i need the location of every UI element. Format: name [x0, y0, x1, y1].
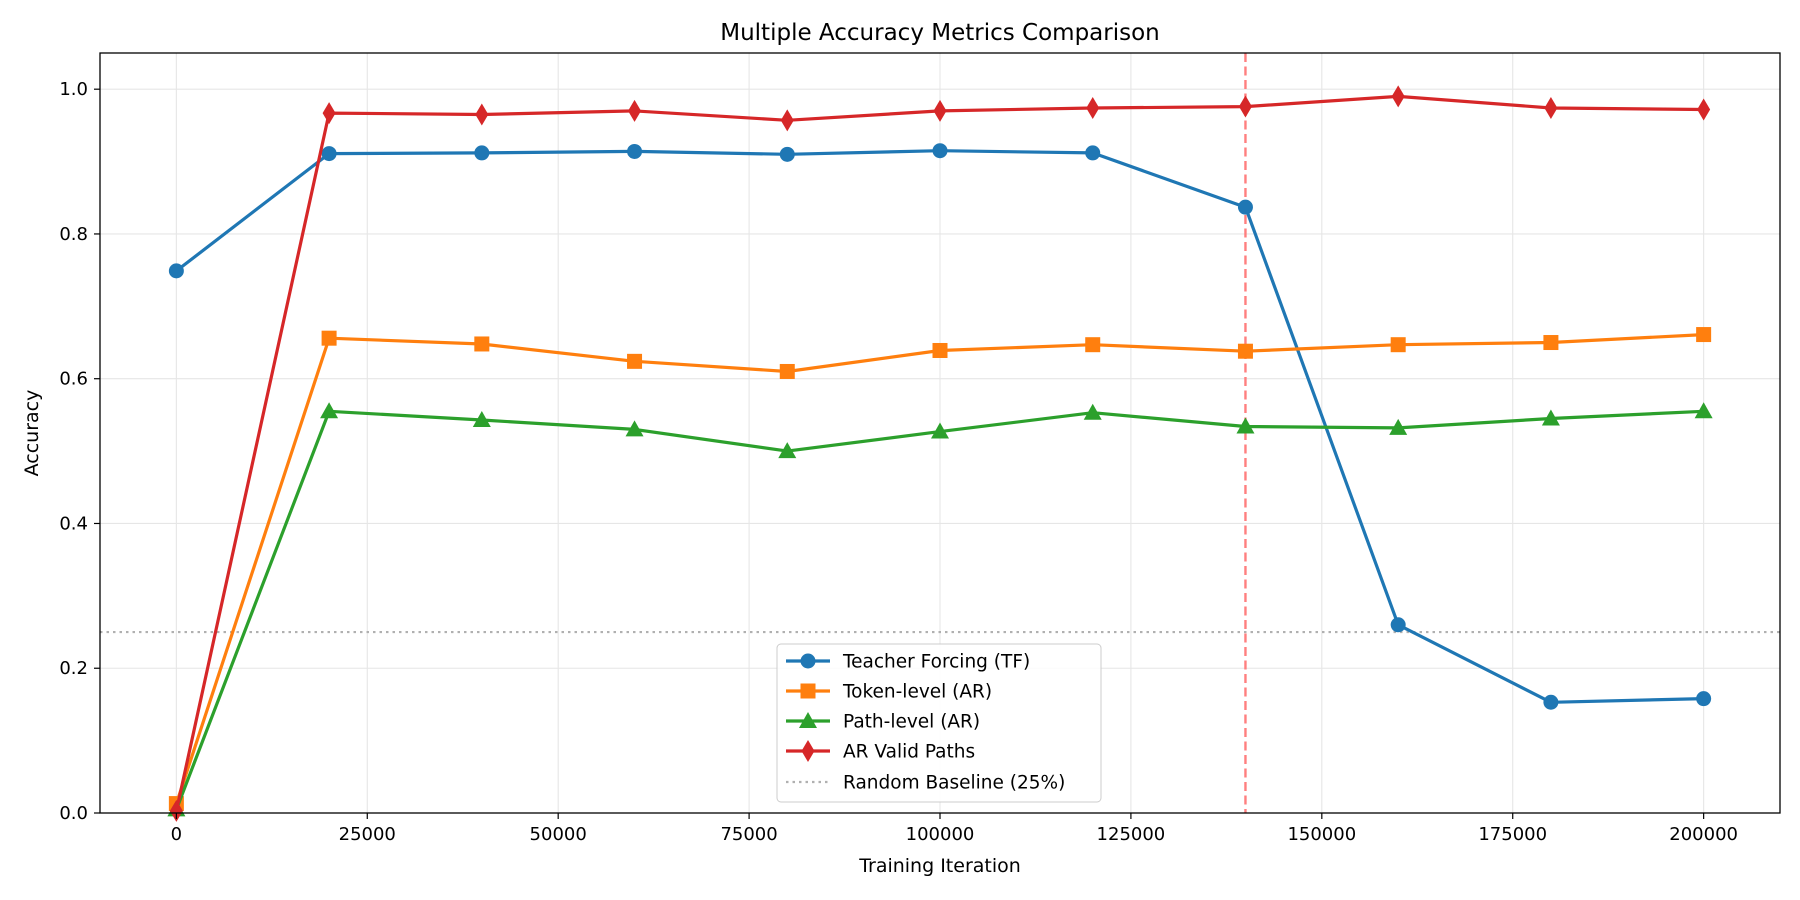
ar-valid-paths-point — [169, 799, 183, 822]
path-level-point — [931, 422, 949, 439]
x-tick-label: 200000 — [1669, 824, 1738, 845]
y-tick-label: 0.0 — [59, 803, 88, 824]
ar-valid-paths-point — [1391, 85, 1405, 108]
path-level-point — [320, 402, 339, 419]
teacher-forcing-point — [474, 145, 490, 161]
teacher-forcing-point — [779, 146, 795, 162]
token-level-point — [627, 353, 643, 369]
x-tick-label: 150000 — [1287, 824, 1356, 845]
y-axis-label: Accuracy — [21, 390, 43, 477]
legend-swatch-marker — [799, 712, 817, 728]
y-tick-label: 1.0 — [59, 79, 88, 100]
legend-swatch-marker — [800, 683, 816, 699]
teacher-forcing-point — [1237, 199, 1253, 215]
token-level-point — [1085, 337, 1101, 353]
legend-label: Teacher Forcing (TF) — [842, 652, 1030, 673]
teacher-forcing-point — [168, 263, 184, 279]
token-level-point — [932, 342, 948, 358]
ar-valid-paths-point — [475, 103, 489, 126]
ar-valid-paths-point — [1697, 98, 1711, 121]
token-level-point — [474, 336, 490, 352]
path-level-point — [472, 410, 491, 427]
teacher-forcing-point — [1390, 617, 1406, 633]
token-level-point — [1543, 335, 1559, 351]
x-tick-label: 50000 — [530, 824, 587, 845]
token-level-point — [1390, 337, 1406, 353]
teacher-forcing-point — [627, 143, 643, 159]
y-tick-label: 0.4 — [59, 513, 88, 534]
path-level-point — [1236, 417, 1255, 434]
ar-valid-paths-point — [322, 102, 336, 125]
legend-label: Random Baseline (25%) — [843, 773, 1065, 794]
legend-swatch-marker — [800, 653, 816, 669]
legend-label: Token-level (AR) — [842, 682, 992, 703]
token-level-point — [779, 363, 795, 379]
teacher-forcing-point — [1543, 694, 1559, 710]
path-level-point — [1694, 402, 1713, 419]
path-level-point — [1541, 409, 1560, 426]
x-axis-label: Training Iteration — [858, 855, 1021, 877]
ar-valid-paths-point — [1086, 97, 1100, 120]
chart-title: Multiple Accuracy Metrics Comparison — [720, 20, 1160, 46]
legend-box — [776, 643, 1102, 803]
x-tick-label: 75000 — [720, 824, 777, 845]
legend-swatch-marker — [801, 740, 815, 762]
x-axis-ticks: 0 25000 50000 75000 100000 125000 150000 175000… — [171, 813, 1738, 845]
teacher-forcing-point — [1085, 145, 1101, 161]
token-level-point — [1696, 327, 1712, 343]
x-tick-label: 125000 — [1097, 824, 1166, 845]
teacher-forcing-point — [932, 143, 948, 159]
path-level-point — [1389, 418, 1408, 435]
path-level-point — [1083, 403, 1102, 420]
y-axis-ticks: 0.0 0.2 0.4 0.6 0.8 1.0 — [59, 79, 100, 824]
x-tick-label: 175000 — [1478, 824, 1547, 845]
ar-valid-paths-point — [1238, 95, 1252, 118]
legend-label: AR Valid Paths — [843, 742, 975, 763]
legend-label: Path-level (AR) — [843, 712, 980, 733]
teacher-forcing-point — [1696, 691, 1712, 707]
x-tick-label: 0 — [171, 824, 182, 845]
legend: Teacher Forcing (TF) Token-level (AR) Path… — [776, 643, 1102, 803]
token-level-point — [1237, 343, 1253, 359]
x-tick-label: 100000 — [906, 824, 975, 845]
x-tick-label: 25000 — [339, 824, 396, 845]
ar-valid-paths-point — [933, 99, 947, 122]
ar-valid-paths-point — [780, 109, 794, 132]
teacher-forcing-point — [321, 146, 337, 162]
path-level-point — [625, 420, 644, 437]
ar-valid-paths-point — [628, 99, 642, 122]
y-tick-label: 0.8 — [59, 224, 88, 245]
token-level-point — [321, 330, 337, 346]
y-tick-label: 0.6 — [59, 369, 88, 390]
path-level-point — [778, 442, 797, 459]
y-tick-label: 0.2 — [59, 658, 88, 679]
ar-valid-paths-point — [1544, 97, 1558, 120]
